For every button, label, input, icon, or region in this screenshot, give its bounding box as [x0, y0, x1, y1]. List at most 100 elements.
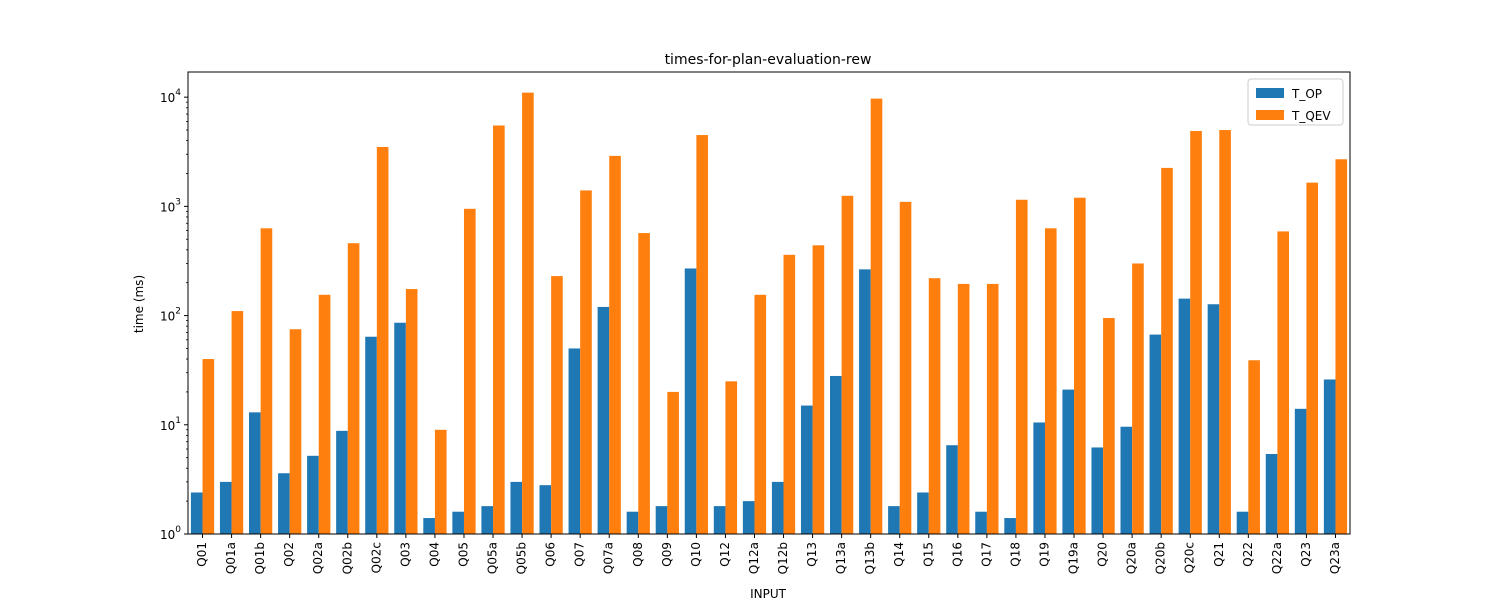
- x-tick-label: Q19: [1037, 542, 1051, 567]
- bar-t-qev-q20: [1103, 318, 1115, 534]
- bar-t-op-q10: [684, 268, 697, 534]
- bar-t-qev-q07: [580, 190, 592, 535]
- bar-t-op-q22: [1236, 511, 1249, 534]
- x-tick-label: Q01: [195, 542, 209, 567]
- y-tick-label: 100: [160, 525, 181, 542]
- bar-t-qev-q19: [1044, 228, 1057, 535]
- x-tick-label: Q01a: [224, 542, 238, 574]
- bar-t-op-q12a: [742, 501, 755, 534]
- x-tick-label: Q21: [1212, 542, 1226, 567]
- bar-t-qev-q22: [1248, 360, 1260, 534]
- x-tick-label: Q06: [544, 542, 558, 567]
- x-tick-label: Q07a: [602, 542, 616, 574]
- bar-t-qev-q20b: [1161, 167, 1173, 534]
- axes-frame: [187, 71, 1351, 535]
- plot-area: Q01 Q01a Q01b Q02 Q02a Q02b Q02c Q03 Q04 Q05 Q05a Q…: [160, 71, 1351, 574]
- x-tick-label: Q04: [427, 542, 441, 567]
- x-tick-label: Q16: [950, 542, 964, 567]
- bar-t-op-q22a: [1265, 454, 1278, 534]
- bar-t-op-q05b: [510, 481, 523, 534]
- x-tick-label: Q02c: [369, 542, 383, 573]
- x-tick-label: Q05: [456, 542, 470, 567]
- bar-t-qev-q05b: [522, 92, 534, 535]
- bar-t-qev-q13a: [841, 195, 854, 535]
- bar-t-qev-q23: [1306, 182, 1319, 534]
- bar-t-op-q03: [394, 322, 406, 534]
- bar-t-qev-q01: [202, 359, 215, 534]
- bar-t-qev-q09: [667, 391, 679, 534]
- bar-t-qev-q06: [551, 276, 563, 534]
- bar-t-op-q20b: [1149, 334, 1162, 534]
- bar-t-qev-q12: [725, 381, 738, 534]
- x-tick-label: Q03: [398, 542, 412, 567]
- y-tick-label: 103: [160, 197, 181, 214]
- x-tick-label: Q15: [921, 542, 935, 567]
- x-tick-label: Q19a: [1067, 542, 1081, 574]
- bar-t-op-q02: [278, 473, 290, 534]
- x-tick-label: Q17: [979, 542, 993, 567]
- x-tick-label: Q20c: [1183, 542, 1197, 573]
- bar-t-op-q12b: [771, 481, 784, 534]
- x-tick-label: Q20a: [1125, 542, 1139, 574]
- bar-t-qev-q18: [1015, 199, 1028, 534]
- bar-t-qev-q13: [812, 245, 825, 534]
- bar-t-op-q23: [1294, 408, 1307, 534]
- x-tick-label: Q12a: [747, 542, 761, 574]
- bar-t-op-q04: [423, 518, 435, 534]
- bar-t-qev-q15: [928, 278, 941, 534]
- bar-t-op-q07: [568, 348, 581, 534]
- x-tick-label: Q14: [892, 542, 906, 567]
- bar-t-op-q01b: [249, 412, 261, 534]
- bar-t-op-q08: [626, 511, 639, 534]
- bar-t-qev-q14: [899, 201, 912, 534]
- bar-t-op-q21: [1207, 304, 1220, 534]
- y-axis-label: time (ms): [132, 275, 146, 333]
- x-tick-label: Q02: [282, 542, 296, 567]
- bar-t-op-q05a: [481, 506, 494, 534]
- bar-t-op-q13a: [830, 375, 842, 534]
- chart-title: times-for-plan-evaluation-rew: [665, 52, 872, 68]
- x-tick-label: Q12b: [776, 542, 790, 574]
- x-tick-label: Q05a: [486, 542, 500, 574]
- bar-t-qev-q07a: [609, 155, 621, 534]
- bar-t-op-q18: [1004, 518, 1016, 534]
- x-tick-label: Q12: [718, 542, 732, 567]
- legend-swatch-t-op: [1256, 88, 1284, 98]
- bar-t-qev-q02b: [347, 243, 360, 534]
- x-tick-label: Q07: [573, 542, 587, 567]
- bar-t-op-q12: [713, 506, 726, 534]
- bar-t-qev-q02a: [318, 294, 331, 534]
- bar-t-qev-q01a: [231, 311, 244, 534]
- x-tick-label: Q13b: [863, 542, 877, 574]
- bar-t-op-q01a: [219, 481, 232, 534]
- bar-t-qev-q20a: [1132, 263, 1144, 534]
- x-axis-label: INPUT: [750, 587, 787, 600]
- x-tick-label: Q02a: [311, 542, 325, 574]
- bar-t-op-q13: [800, 405, 813, 534]
- x-tick-label: Q20b: [1154, 542, 1168, 574]
- bar-t-op-q19: [1033, 422, 1045, 534]
- y-tick-label: 102: [160, 307, 181, 324]
- x-tick-label: Q01b: [253, 542, 267, 574]
- bar-t-qev-q17: [986, 283, 999, 534]
- y-tick-label: 104: [160, 88, 181, 105]
- x-tick-label: Q18: [1008, 542, 1022, 567]
- x-tick-label: Q05b: [515, 542, 529, 574]
- legend-label-t-qev: T_QEV: [1291, 109, 1331, 123]
- bar-t-qev-q04: [434, 429, 447, 534]
- bar-t-op-q17: [975, 511, 987, 534]
- y-tick-label: 101: [160, 416, 181, 433]
- bar-t-op-q02a: [307, 455, 319, 534]
- x-tick-label: Q23: [1299, 542, 1313, 567]
- bar-t-op-q14: [888, 506, 900, 534]
- bar-t-qev-q13b: [870, 98, 883, 535]
- x-tick-label: Q09: [660, 542, 674, 567]
- bar-t-qev-q12a: [754, 294, 767, 534]
- bar-t-qev-q21: [1219, 130, 1231, 535]
- bar-t-qev-q05a: [493, 125, 505, 535]
- bar-t-op-q15: [917, 492, 929, 534]
- x-tick-label: Q13: [805, 542, 819, 567]
- bar-t-op-q02b: [336, 430, 348, 534]
- bar-t-qev-q01b: [260, 228, 273, 535]
